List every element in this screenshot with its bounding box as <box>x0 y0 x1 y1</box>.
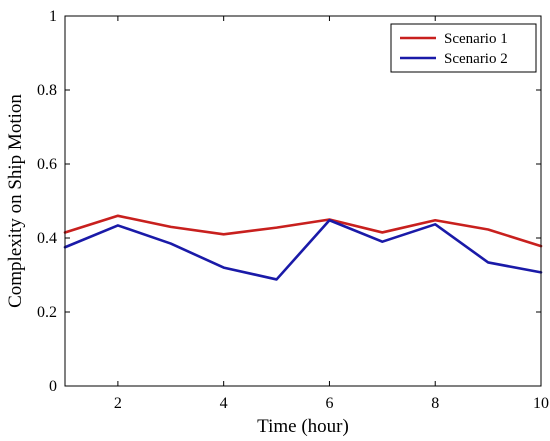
y-tick-label: 0.2 <box>37 304 57 321</box>
y-axis-label: Complexity on Ship Motion <box>5 94 26 308</box>
axes-box <box>64 15 542 387</box>
series-layer <box>63 214 543 281</box>
x-tick-label: 8 <box>431 395 439 412</box>
x-tick-label: 2 <box>114 395 122 412</box>
y-tick-label: 0.4 <box>37 230 57 247</box>
series-line-scenario-1 <box>63 214 543 248</box>
x-tick-label: 4 <box>220 395 228 412</box>
y-tick-label: 0.8 <box>37 82 57 99</box>
series-line-scenario-2 <box>63 218 543 281</box>
legend-label-scenario-1: Scenario 1 <box>444 31 508 47</box>
legend-label-scenario-2: Scenario 2 <box>444 51 508 67</box>
x-tick-label: 6 <box>325 395 333 412</box>
x-tick-label: 10 <box>533 395 549 412</box>
legend-box <box>390 23 537 73</box>
y-tick-label: 0.6 <box>37 156 57 173</box>
y-tick-label: 1 <box>49 8 57 25</box>
plot-area <box>65 16 541 386</box>
legend: Scenario 1 Scenario 2 <box>390 23 537 73</box>
y-tick-label: 0 <box>49 378 57 395</box>
x-axis-label: Time (hour) <box>257 416 349 437</box>
